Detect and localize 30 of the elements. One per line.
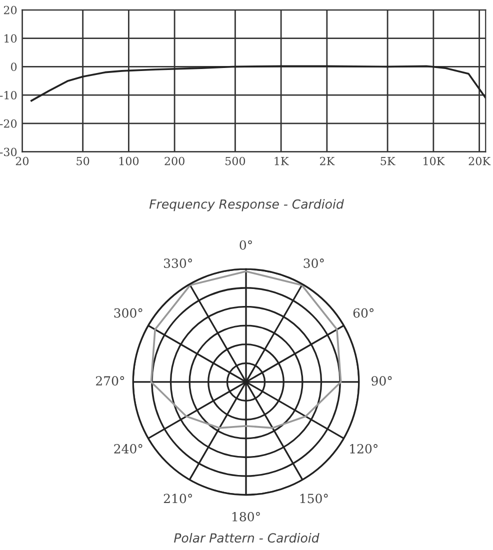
x-tick-label: 10K xyxy=(424,156,445,166)
x-tick-label: 20 xyxy=(16,156,29,166)
text: Frequency Response - Cardioid xyxy=(149,199,344,212)
x-tick-label: 5K xyxy=(380,157,396,166)
spoke-label: 60° xyxy=(353,308,374,318)
x-tick-label: 2K xyxy=(320,156,335,166)
x-tick-label: 50 xyxy=(76,156,90,166)
x-tick-label: 1K xyxy=(274,156,289,166)
spoke-label: 270° xyxy=(96,376,124,386)
x-tick-label: 200 xyxy=(164,156,184,166)
x-tick-label: 20K xyxy=(468,156,491,166)
y-tick-label: -10 xyxy=(0,91,17,100)
spoke-label: 210° xyxy=(164,494,192,504)
y-tick-label: 20 xyxy=(4,6,17,14)
spoke-label: 300° xyxy=(114,308,142,318)
x-tick-label: 500 xyxy=(226,156,246,166)
spoke-label: 120° xyxy=(350,444,378,454)
spoke-label: 150° xyxy=(300,494,328,504)
spoke-label: 90° xyxy=(372,376,392,386)
x-tick-label: 100 xyxy=(119,156,139,166)
y-tick-label: 0 xyxy=(10,62,17,72)
text: Polar Pattern - Cardioid xyxy=(174,532,320,543)
spoke-label: 30° xyxy=(304,258,324,268)
spoke-label: 240° xyxy=(114,444,142,454)
spoke-label: 330° xyxy=(164,258,192,268)
y-tick-label: -20 xyxy=(0,119,17,128)
spoke-label: 0° xyxy=(240,240,252,250)
y-tick-label: 10 xyxy=(4,34,17,43)
y-tick-label: -30 xyxy=(0,148,17,156)
spoke-label: 180° xyxy=(232,512,260,522)
